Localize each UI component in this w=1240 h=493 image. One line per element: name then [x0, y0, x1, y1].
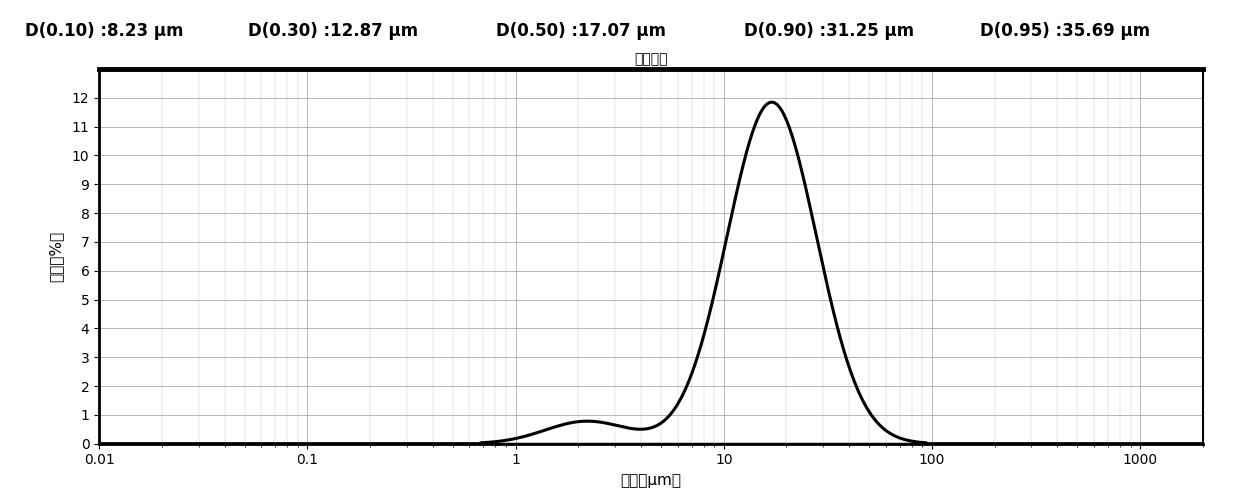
Text: D(0.30) :12.87 μm: D(0.30) :12.87 μm: [248, 22, 418, 40]
Text: D(0.10) :8.23 μm: D(0.10) :8.23 μm: [25, 22, 184, 40]
Text: D(0.95) :35.69 μm: D(0.95) :35.69 μm: [980, 22, 1149, 40]
Text: D(0.50) :17.07 μm: D(0.50) :17.07 μm: [496, 22, 666, 40]
X-axis label: 粒度（μm）: 粒度（μm）: [620, 473, 682, 488]
Title: 粒度分布: 粒度分布: [634, 52, 668, 67]
Text: D(0.90) :31.25 μm: D(0.90) :31.25 μm: [744, 22, 914, 40]
Y-axis label: 体积（%）: 体积（%）: [48, 231, 63, 282]
